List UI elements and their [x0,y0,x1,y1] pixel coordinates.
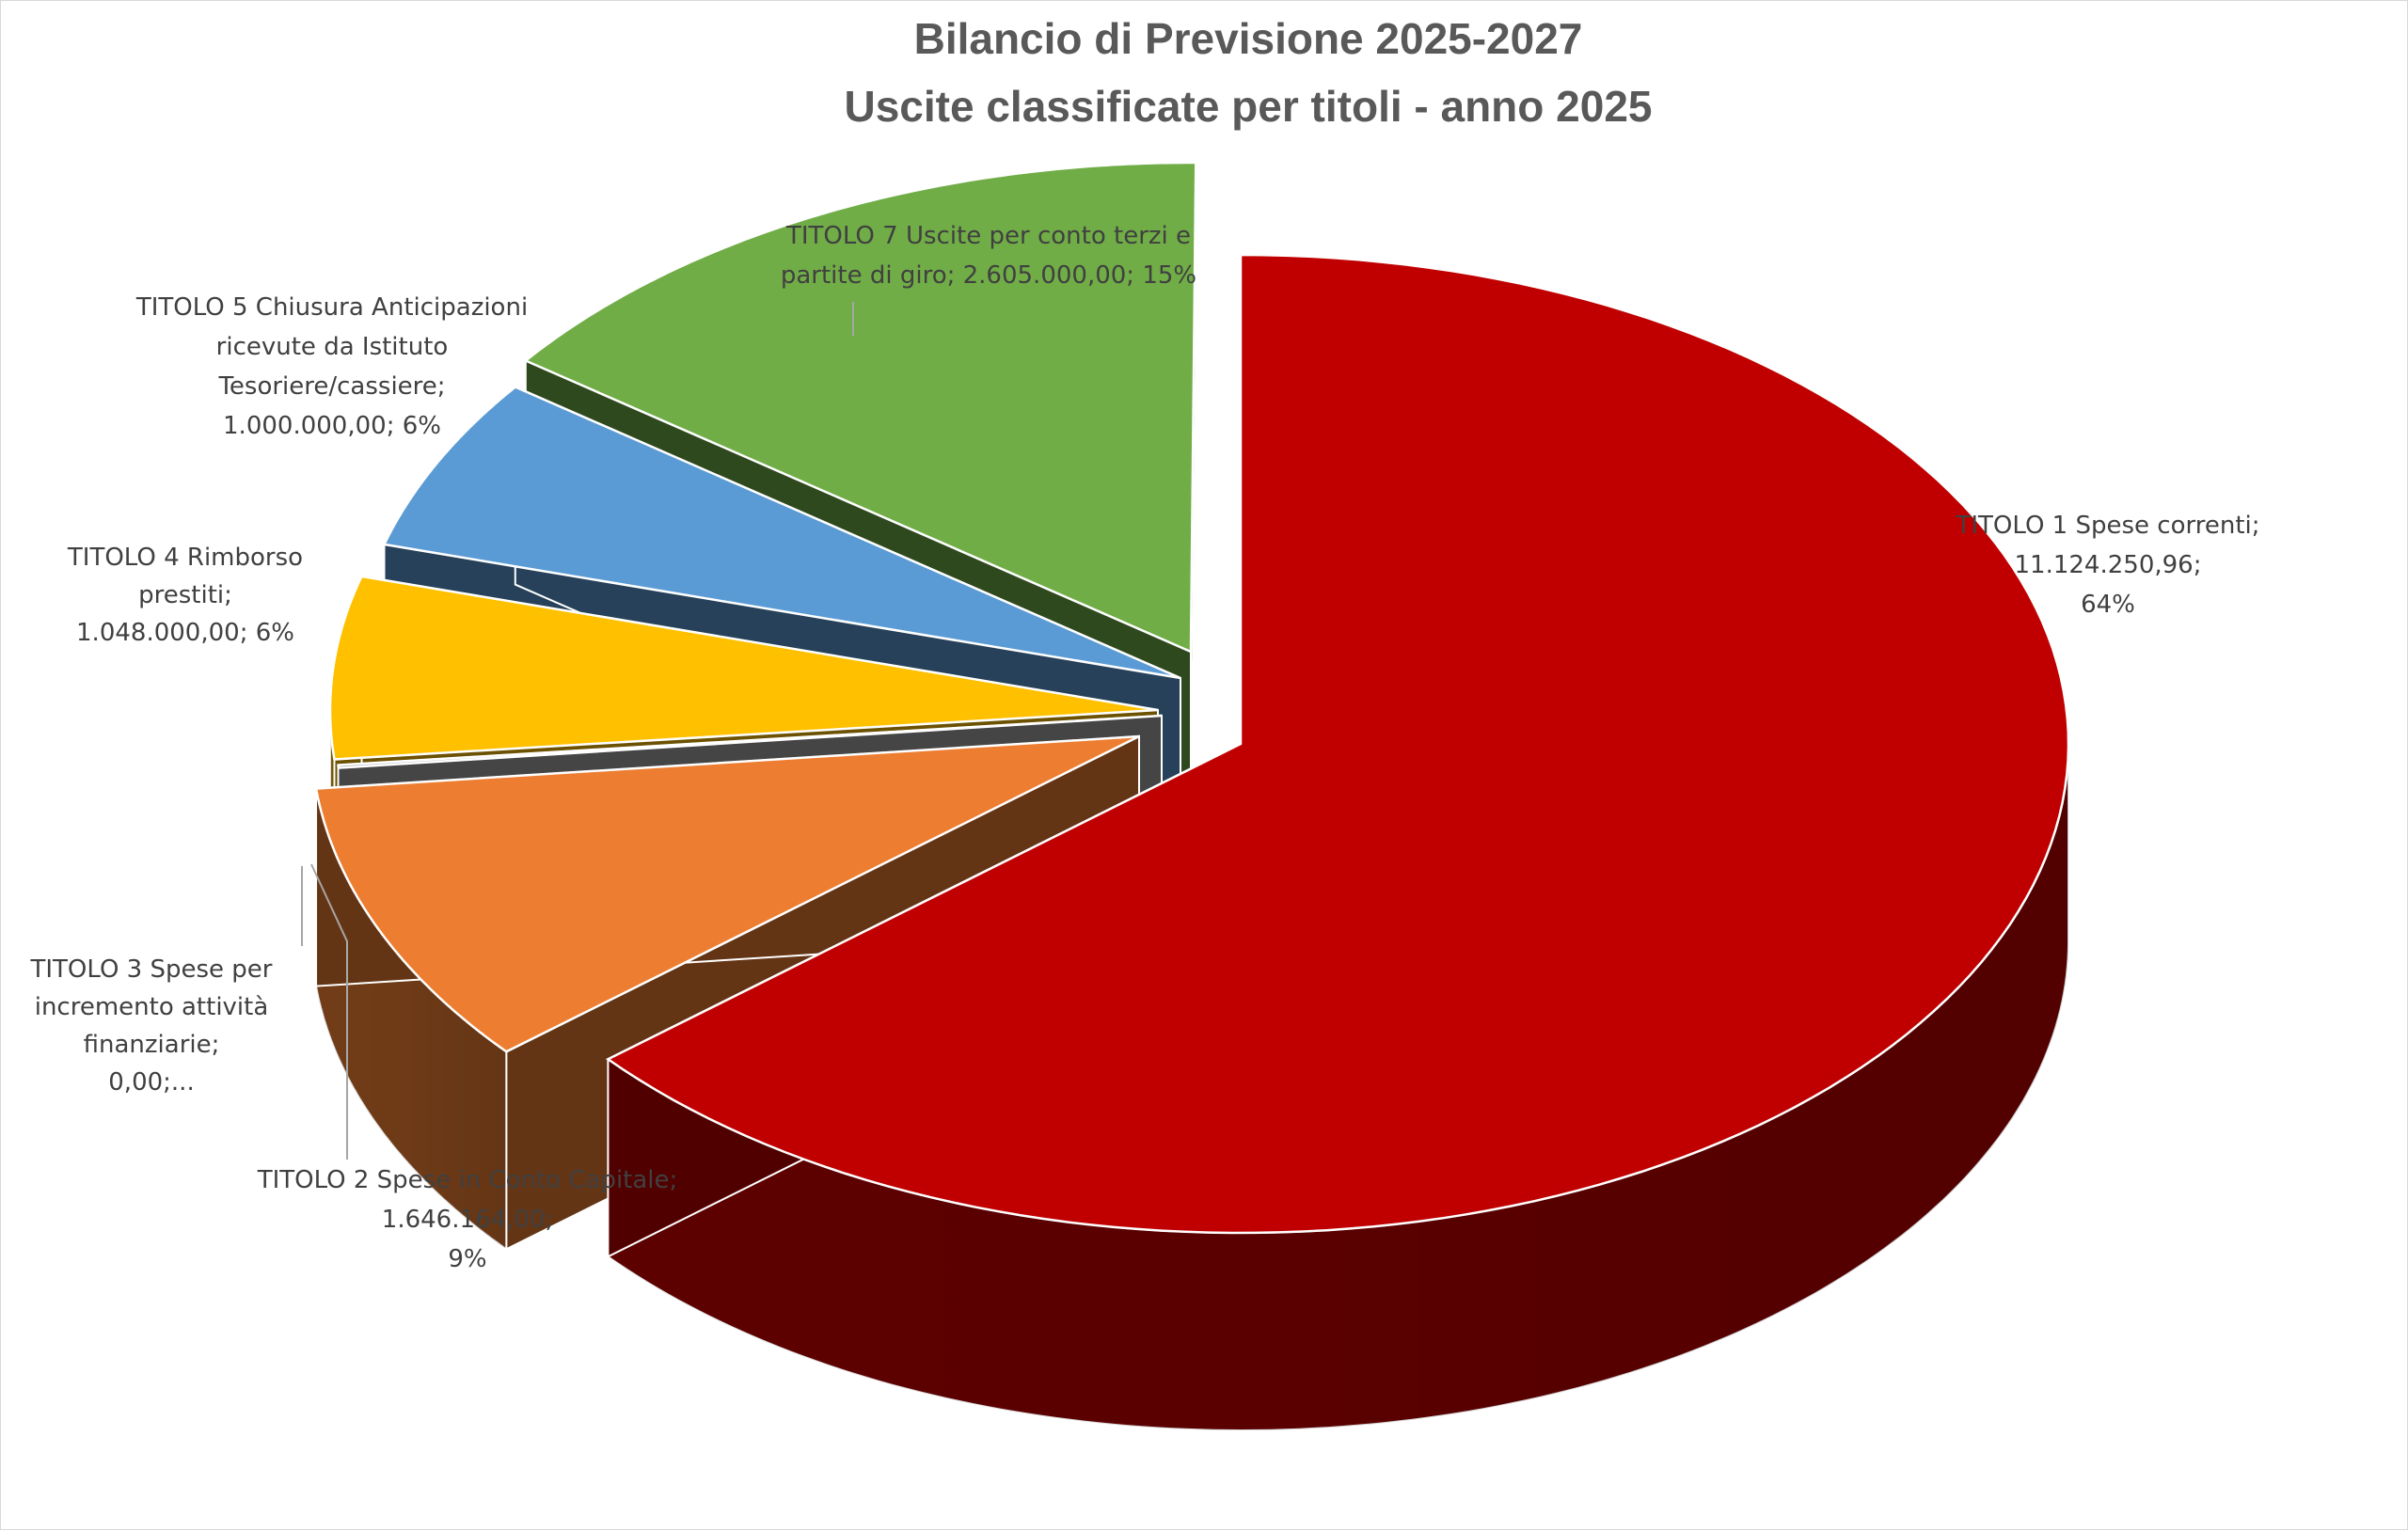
chart-title: Bilancio di Previsione 2025-2027 [914,14,1583,63]
data-label-5: TITOLO 7 Uscite per conto terzi e partite… [781,222,1196,290]
slice-5 [523,161,1197,654]
leader-line-1 [310,863,348,1160]
data-label-4-line-0: TITOLO 5 Chiusura Anticipazioni [135,293,528,322]
data-label-0-line-2: 64% [2081,591,2135,619]
pie-sides [315,710,2069,1432]
data-label-2-line-2: finanziarie; [84,1031,220,1059]
data-label-1-line-1: 1.646.164,00; [382,1206,553,1234]
data-label-4-line-2: Tesoriere/cassiere; [217,372,445,401]
slice-4 [382,386,1181,680]
data-label-0: TITOLO 1 Spese correnti; 11.124.250,96; 64… [1955,512,2259,619]
slice-0 [605,253,2070,1235]
slice-side-shade-1 [316,788,507,1250]
data-label-2-line-0: TITOLO 3 Spese per [30,955,273,984]
data-label-4-line-3: 1.000.000,00; 6% [223,412,441,440]
data-label-1-line-2: 9% [448,1245,486,1273]
data-label-1: TITOLO 2 Spese in Conto Capitale; 1.646.1… [257,1166,678,1273]
data-label-3-line-2: 1.048.000,00; 6% [76,619,294,647]
slice-side-shade-0 [608,744,2068,1430]
data-label-3: TITOLO 4 Rimborso prestiti; 1.048.000,00; … [67,544,303,647]
data-label-3-line-1: prestiti; [138,581,232,609]
data-label-2: TITOLO 3 Spese per incremento attività fin… [30,955,273,1097]
leader-lines [301,302,854,1160]
data-label-2-line-1: incremento attività [35,993,269,1021]
data-label-2-line-3: 0,00;... [108,1068,194,1097]
data-label-0-line-1: 11.124.250,96; [2015,551,2202,579]
chart-subtitle: Uscite classificate per titoli - anno 20… [845,82,1653,131]
data-labels: TITOLO 1 Spese correnti; 11.124.250,96; 64… [30,222,2260,1273]
slice-3 [328,575,1159,761]
slice-1 [314,734,1140,1053]
slice-2 [337,714,1163,769]
data-label-4: TITOLO 5 Chiusura Anticipazioni ricevute … [135,293,528,440]
data-label-3-line-0: TITOLO 4 Rimborso [67,544,303,572]
pie-tops [314,161,2070,1235]
data-label-0-line-0: TITOLO 1 Spese correnti; [1955,512,2259,540]
data-label-4-line-1: ricevute da Istituto [216,333,449,361]
data-label-5-line-0: TITOLO 7 Uscite per conto terzi e [785,222,1191,250]
data-label-5-line-1: partite di giro; 2.605.000,00; 15% [781,261,1196,290]
data-label-1-line-0: TITOLO 2 Spese in Conto Capitale; [257,1166,678,1194]
